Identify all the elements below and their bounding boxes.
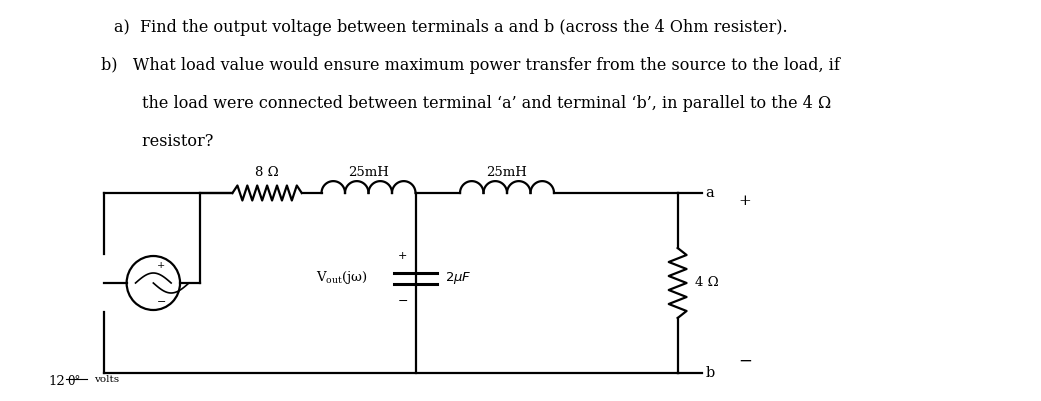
- Text: 8 Ω: 8 Ω: [255, 166, 279, 179]
- Text: a)  Find the output voltage between terminals a and b (across the 4 Ohm resister: a) Find the output voltage between termi…: [113, 19, 787, 36]
- Text: b: b: [706, 366, 714, 380]
- Text: 25mH: 25mH: [486, 166, 528, 179]
- Text: +: +: [738, 194, 752, 208]
- Text: 25mH: 25mH: [348, 166, 389, 179]
- Text: 4 Ω: 4 Ω: [695, 277, 719, 290]
- Text: the load were connected between terminal ‘a’ and terminal ‘b’, in parallel to th: the load were connected between terminal…: [101, 95, 831, 112]
- Text: 0°: 0°: [68, 375, 80, 388]
- Text: resistor?: resistor?: [101, 133, 213, 150]
- Text: −: −: [156, 297, 166, 307]
- Text: volts: volts: [94, 375, 119, 384]
- Text: +: +: [157, 261, 166, 269]
- Text: b)   What load value would ensure maximum power transfer from the source to the : b) What load value would ensure maximum …: [101, 57, 840, 74]
- Text: 12: 12: [49, 375, 66, 388]
- Text: $\mathregular{V_{out}(j\omega)}$: $\mathregular{V_{out}(j\omega)}$: [316, 269, 369, 286]
- Text: +: +: [398, 251, 407, 261]
- Text: −: −: [738, 352, 752, 369]
- Text: $2\mu F$: $2\mu F$: [446, 270, 472, 286]
- Text: −: −: [398, 294, 408, 308]
- Text: a: a: [706, 186, 714, 200]
